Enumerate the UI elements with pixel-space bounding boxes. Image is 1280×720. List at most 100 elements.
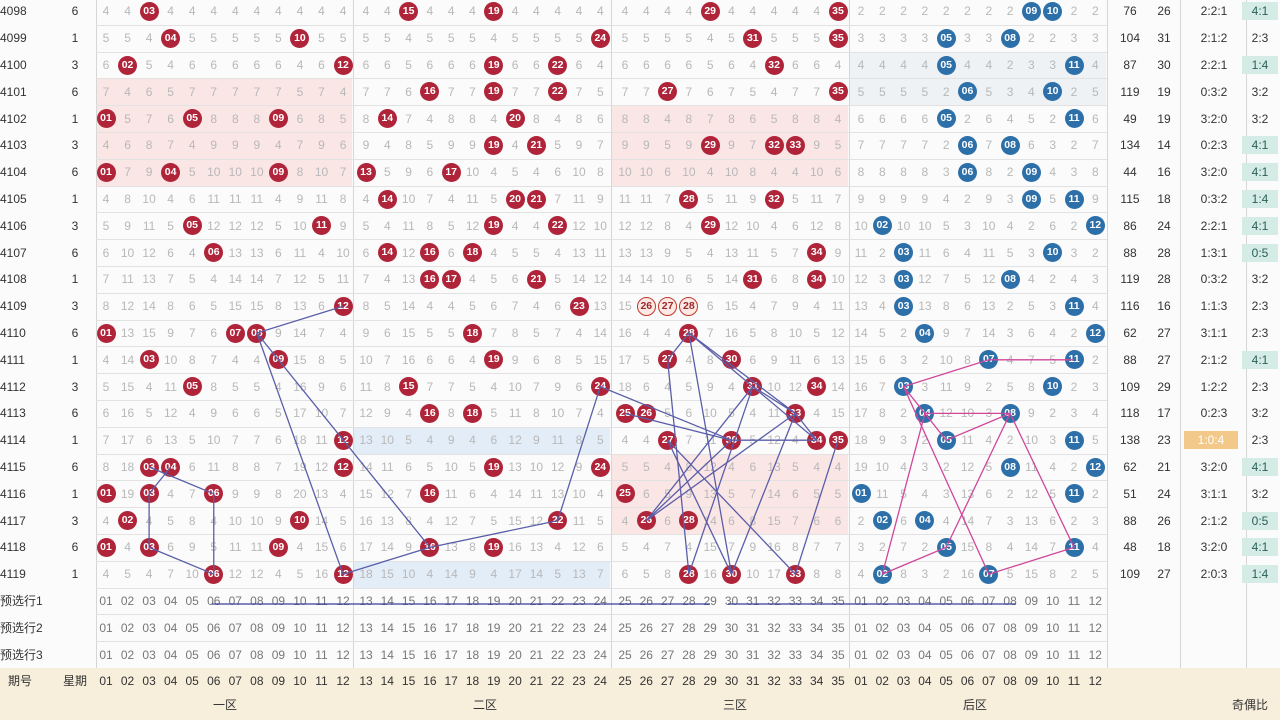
front-ball[interactable]: 22	[548, 82, 568, 102]
preselect-number[interactable]: 05	[185, 647, 199, 662]
preselect-number[interactable]: 18	[465, 620, 480, 635]
preselect-number[interactable]: 05	[185, 594, 199, 608]
front-ball[interactable]: 24	[590, 28, 610, 48]
preselect-number[interactable]: 26	[639, 620, 653, 635]
preselect-number[interactable]: 17	[444, 620, 458, 635]
front-ball[interactable]: 20	[505, 109, 525, 129]
front-ball[interactable]: 28	[679, 296, 699, 316]
front-ball[interactable]: 02	[118, 55, 138, 75]
front-ball[interactable]: 24	[590, 457, 610, 477]
front-ball[interactable]: 17	[441, 162, 461, 182]
preselect-number[interactable]: 29	[703, 620, 717, 635]
preselect-number[interactable]: 03	[142, 620, 156, 635]
preselect-number[interactable]: 19	[487, 620, 501, 635]
preselect-number[interactable]: 27	[660, 647, 675, 662]
front-ball[interactable]: 11	[312, 216, 331, 236]
preselect-number[interactable]: 20	[508, 647, 522, 662]
preselect-number[interactable]: 24	[593, 620, 607, 635]
front-ball[interactable]: 01	[96, 484, 116, 504]
front-ball[interactable]: 14	[377, 109, 397, 129]
front-ball[interactable]: 15	[399, 377, 419, 397]
front-ball[interactable]: 07	[225, 323, 245, 343]
preselect-number[interactable]: 21	[529, 620, 544, 635]
preselect-number[interactable]: 11	[1067, 594, 1081, 608]
front-ball[interactable]: 05	[182, 109, 202, 129]
front-ball[interactable]: 18	[463, 323, 482, 343]
front-ball[interactable]: 16	[420, 403, 440, 423]
front-ball[interactable]: 01	[96, 109, 116, 129]
front-ball[interactable]: 14	[377, 189, 397, 209]
back-ball[interactable]: 10	[1043, 243, 1063, 263]
preselect-number[interactable]: 16	[423, 647, 437, 662]
preselect-number[interactable]: 12	[336, 647, 350, 662]
back-ball[interactable]: 05	[936, 109, 956, 129]
front-ball[interactable]: 16	[420, 269, 440, 289]
front-ball[interactable]: 19	[484, 55, 504, 75]
front-ball[interactable]: 35	[828, 82, 848, 102]
front-ball[interactable]: 31	[743, 269, 763, 289]
preselect-number[interactable]: 13	[359, 647, 373, 662]
front-ball[interactable]: 03	[139, 457, 159, 477]
preselect-number[interactable]: 19	[487, 647, 501, 662]
front-ball[interactable]: 20	[505, 189, 525, 209]
back-ball[interactable]: 06	[958, 82, 977, 102]
preselect-number[interactable]: 05	[939, 647, 953, 662]
preselect-number[interactable]: 31	[746, 647, 760, 662]
preselect-number[interactable]: 11	[1067, 620, 1081, 635]
preselect-number[interactable]: 06	[960, 647, 975, 662]
preselect-number[interactable]: 02	[120, 620, 135, 635]
back-ball[interactable]: 11	[1064, 109, 1084, 129]
preselect-number[interactable]: 26	[639, 647, 653, 662]
preselect-number[interactable]: 10	[293, 647, 307, 662]
preselect-number[interactable]: 11	[315, 620, 328, 635]
front-ball[interactable]: 25	[615, 403, 635, 423]
preselect-number[interactable]: 03	[896, 620, 911, 635]
front-ball[interactable]: 10	[290, 28, 310, 48]
front-ball[interactable]: 05	[182, 377, 202, 397]
front-ball[interactable]: 04	[161, 28, 181, 48]
preselect-number[interactable]: 12	[336, 620, 350, 635]
front-ball[interactable]: 06	[204, 243, 224, 263]
front-ball[interactable]: 13	[356, 162, 376, 182]
preselect-number[interactable]: 10	[1046, 647, 1060, 662]
front-ball[interactable]: 12	[333, 296, 353, 316]
front-ball[interactable]: 18	[463, 243, 482, 263]
preselect-number[interactable]: 11	[315, 647, 328, 662]
preselect-number[interactable]: 03	[142, 594, 156, 608]
preselect-number[interactable]: 23	[572, 647, 586, 662]
front-ball[interactable]: 16	[420, 243, 440, 263]
front-ball[interactable]: 22	[548, 216, 568, 236]
front-ball[interactable]: 23	[569, 296, 589, 316]
back-ball[interactable]: 11	[1064, 189, 1084, 209]
preselect-number[interactable]: 01	[854, 647, 868, 662]
back-ball[interactable]: 03	[894, 296, 914, 316]
front-ball[interactable]: 26	[636, 296, 656, 316]
preselect-number[interactable]: 11	[1067, 647, 1081, 662]
preselect-number[interactable]: 04	[918, 647, 932, 662]
back-ball[interactable]: 12	[1085, 323, 1105, 343]
preselect-number[interactable]: 32	[767, 647, 781, 662]
front-ball[interactable]: 29	[700, 1, 720, 21]
back-ball[interactable]: 10	[1043, 82, 1063, 102]
preselect-number[interactable]: 02	[120, 594, 135, 608]
preselect-number[interactable]: 08	[250, 647, 264, 662]
back-ball[interactable]: 12	[1085, 216, 1105, 236]
front-ball[interactable]: 32	[764, 189, 784, 209]
preselect-number[interactable]: 01	[99, 620, 113, 635]
front-ball[interactable]: 35	[828, 430, 848, 450]
front-ball[interactable]: 01	[96, 537, 116, 557]
preselect-number[interactable]: 35	[831, 647, 845, 662]
front-ball[interactable]: 03	[139, 350, 159, 370]
back-ball[interactable]: 10	[1043, 1, 1063, 21]
preselect-number[interactable]: 04	[918, 620, 932, 635]
front-ball[interactable]: 05	[182, 216, 202, 236]
front-ball[interactable]: 09	[268, 109, 288, 129]
front-ball[interactable]: 09	[268, 537, 288, 557]
preselect-number[interactable]: 09	[1024, 594, 1039, 608]
preselect-number[interactable]: 28	[682, 647, 696, 662]
preselect-number[interactable]: 13	[359, 620, 373, 635]
front-ball[interactable]: 04	[161, 162, 181, 182]
preselect-number[interactable]: 04	[163, 620, 178, 635]
preselect-number[interactable]: 07	[228, 620, 242, 635]
preselect-number[interactable]: 09	[1024, 620, 1039, 635]
